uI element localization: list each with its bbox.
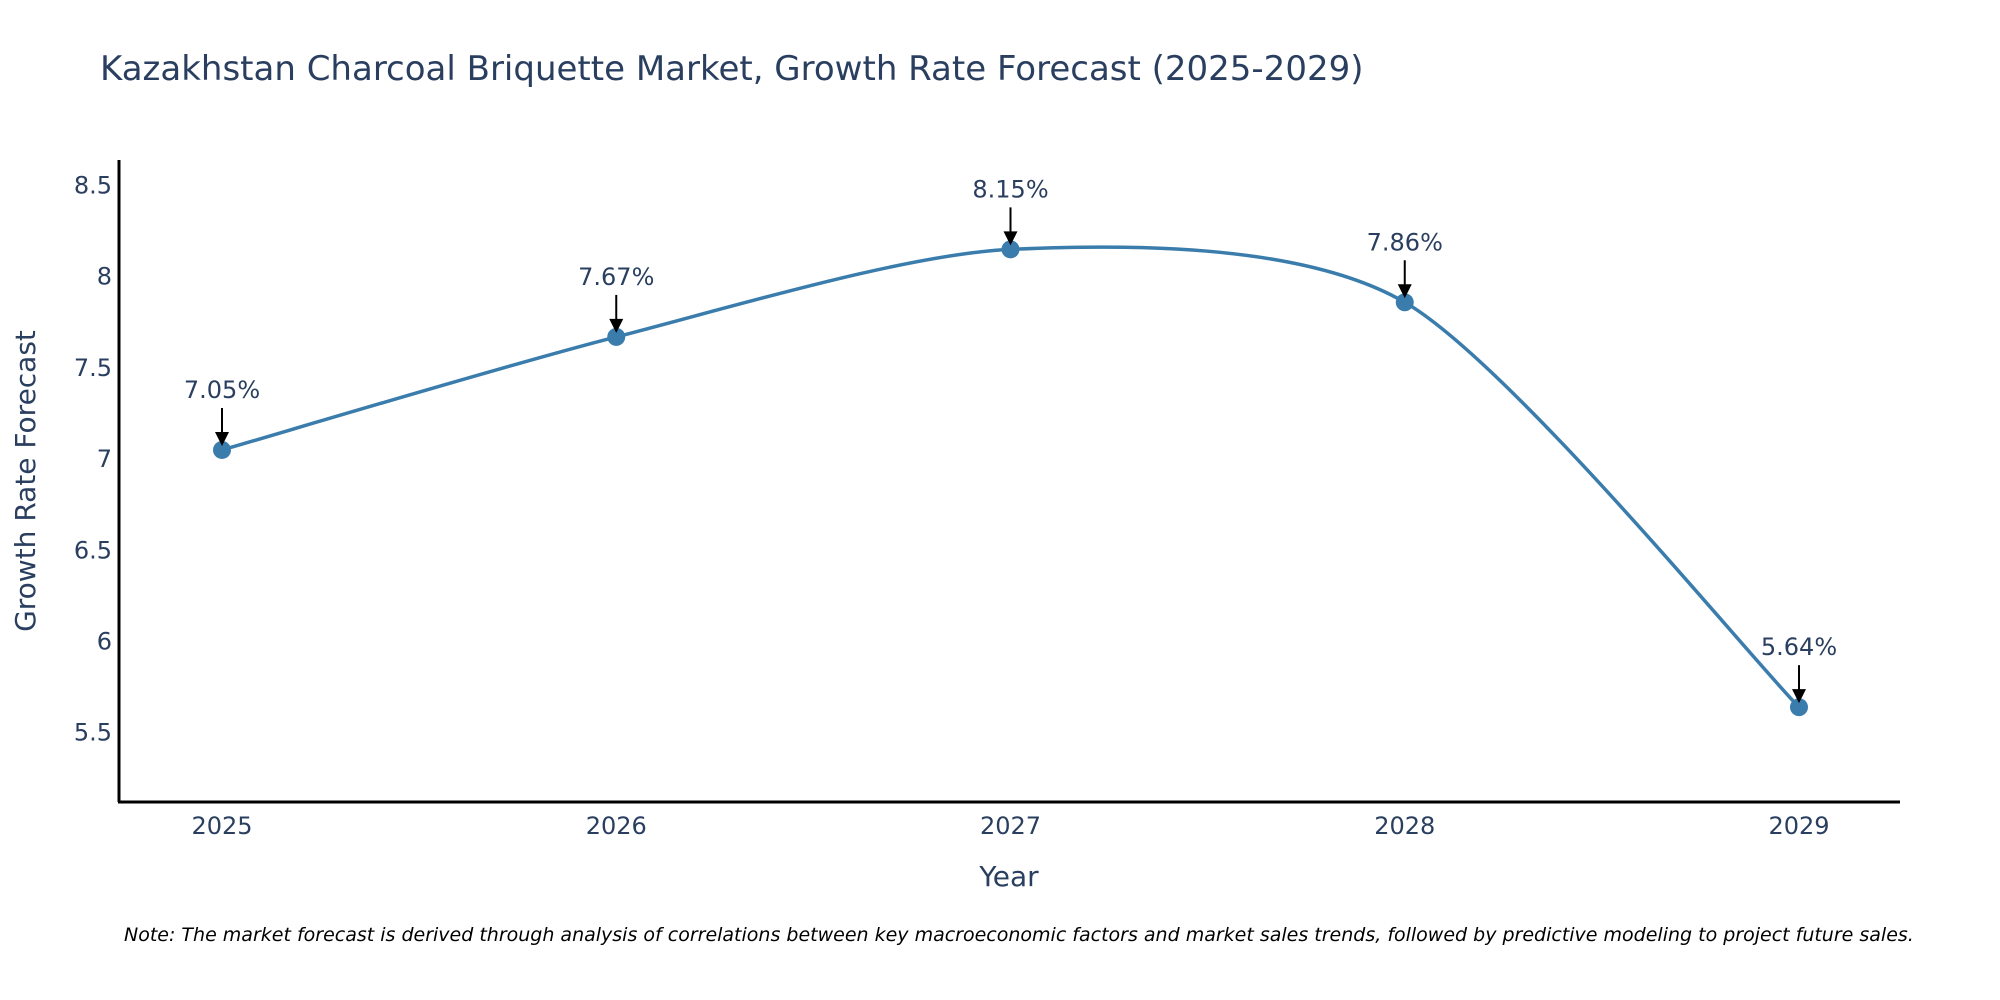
data-label: 7.86%	[1367, 228, 1443, 256]
data-label-annotations: 7.05% 7.67% 8.15% 7.86% 5.64%	[184, 175, 1837, 704]
data-label: 8.15%	[972, 175, 1048, 203]
annotation-arrow-head	[215, 431, 229, 446]
series-layer	[221, 245, 1801, 709]
data-point-2029	[1790, 698, 1808, 717]
annotation-arrow-head	[1792, 689, 1806, 704]
x-tick-label: 2028	[1374, 812, 1435, 840]
y-tick-label: 8	[97, 263, 112, 291]
y-tick-label: 8.5	[74, 172, 112, 200]
x-axis-title: Year	[978, 860, 1039, 893]
x-tick-labels: 2025 2026 2027 2028 2029	[191, 812, 1829, 840]
data-point-2025	[213, 440, 231, 459]
y-axis-title: Growth Rate Forecast	[9, 330, 42, 632]
x-tick-label: 2025	[191, 812, 252, 840]
data-point-2026	[607, 327, 626, 346]
data-point-2028	[1395, 293, 1414, 312]
annotation-arrow-head	[1397, 284, 1412, 299]
axes	[117, 160, 1900, 804]
chart-title: Kazakhstan Charcoal Briquette Market, Gr…	[100, 49, 1363, 89]
y-tick-label: 7	[97, 445, 112, 473]
footnote: Note: The market forecast is derived thr…	[124, 924, 1914, 946]
y-tick-label: 6	[97, 628, 112, 656]
data-points	[213, 240, 1808, 717]
y-tick-label: 5.5	[74, 719, 112, 747]
x-tick-label: 2029	[1768, 812, 1829, 840]
annotation-arrow-head	[1003, 231, 1018, 246]
data-point-2027	[1001, 240, 1020, 259]
y-tick-label: 6.5	[74, 536, 112, 564]
annotation-arrow-head	[609, 318, 624, 333]
series-line-growth-rate	[221, 245, 1801, 709]
data-label: 5.64%	[1761, 633, 1837, 661]
x-tick-label: 2027	[980, 812, 1041, 840]
data-label: 7.67%	[578, 263, 654, 291]
y-tick-labels: 5.5 6 6.5 7 7.5 8 8.5	[74, 172, 112, 747]
x-tick-label: 2026	[586, 812, 647, 840]
data-label: 7.05%	[184, 376, 260, 404]
y-tick-label: 7.5	[74, 354, 112, 382]
